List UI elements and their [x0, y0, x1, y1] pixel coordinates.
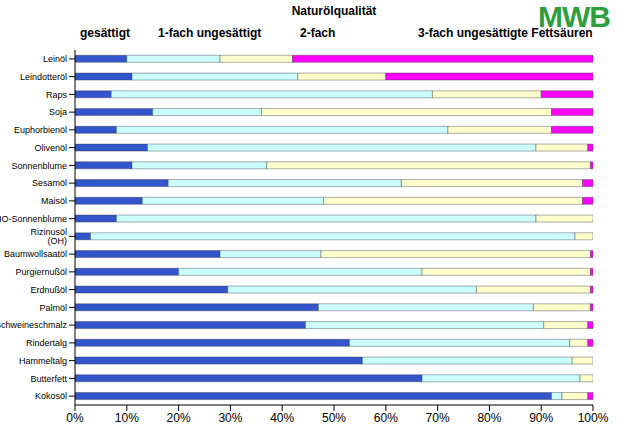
html-text:1-fach ungesättigt: 1-fach ungesättigt: [158, 26, 262, 40]
svg-text:90%: 90%: [529, 411, 553, 425]
svg-text:Leindotteröl: Leindotteröl: [20, 72, 67, 82]
svg-text:Baumwollsaatöl: Baumwollsaatöl: [8, 249, 67, 259]
svg-text:Kokosöl: Kokosöl: [35, 391, 67, 401]
svg-text:Purgiernußöl: Purgiernußöl: [15, 267, 67, 277]
svg-text:10%: 10%: [115, 411, 139, 425]
html-text:Naturölqualität: Naturölqualität: [291, 4, 377, 18]
svg-text:Leinöl: Leinöl: [43, 54, 67, 64]
svg-text:70%: 70%: [426, 411, 450, 425]
svg-text:Erdnußöl: Erdnußöl: [30, 285, 67, 295]
svg-text:0%: 0%: [66, 411, 84, 425]
svg-text:Rindertalg: Rindertalg: [26, 338, 67, 348]
svg-text:Hammeltalg: Hammeltalg: [19, 356, 67, 366]
svg-text:Sonnenblume: Sonnenblume: [11, 161, 67, 171]
html-text:3-fach ungesättigte Fettsäuren: 3-fach ungesättigte Fettsäuren: [418, 26, 593, 40]
svg-text:40%: 40%: [270, 411, 294, 425]
svg-text:Olivenöl: Olivenöl: [34, 143, 67, 153]
svg-text:30%: 30%: [218, 411, 242, 425]
svg-text:80%: 80%: [477, 411, 501, 425]
svg-text:20%: 20%: [167, 411, 191, 425]
svg-text:50%: 50%: [322, 411, 346, 425]
svg-text:Palmöl: Palmöl: [39, 303, 67, 313]
svg-text:HO-Sonnenblume: HO-Sonnenblume: [8, 214, 67, 224]
svg-text:Euphorbienöl: Euphorbienöl: [14, 125, 67, 135]
svg-text:Butterfett: Butterfett: [30, 374, 67, 384]
svg-text:100%: 100%: [578, 411, 609, 425]
svg-text:Schweineschmalz: Schweineschmalz: [8, 320, 67, 330]
svg-text:Maisöl: Maisöl: [41, 196, 67, 206]
svg-text:Rizinusöl(OH): Rizinusöl(OH): [30, 227, 67, 246]
html-text:2-fach: 2-fach: [300, 26, 336, 40]
svg-text:Raps: Raps: [46, 90, 68, 100]
html-text:gesättigt: gesättigt: [80, 26, 130, 40]
html-text:MWB: MWB: [538, 0, 610, 33]
svg-text:Soja: Soja: [49, 107, 67, 117]
svg-text:60%: 60%: [374, 411, 398, 425]
svg-text:Sesamöl: Sesamöl: [32, 178, 67, 188]
